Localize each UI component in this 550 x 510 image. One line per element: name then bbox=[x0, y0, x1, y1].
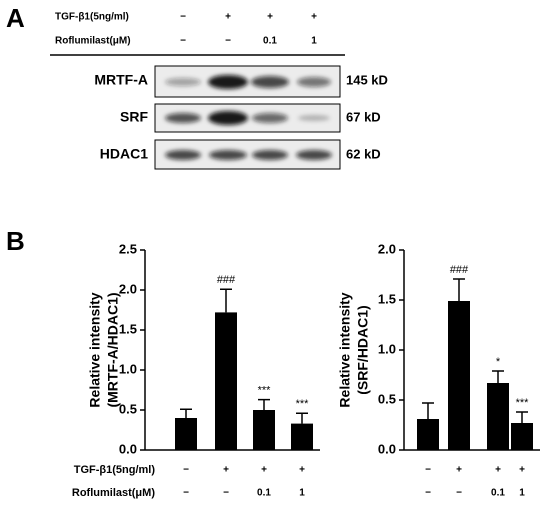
error-bar bbox=[492, 370, 504, 383]
band bbox=[208, 111, 248, 125]
x-row-value: + bbox=[519, 465, 525, 476]
x-row-value: 1 bbox=[519, 488, 525, 499]
bar bbox=[448, 301, 470, 450]
x-row-value: + bbox=[456, 465, 462, 476]
bar bbox=[417, 419, 439, 450]
x-row-value: + bbox=[299, 465, 305, 476]
bar bbox=[291, 423, 313, 450]
bar bbox=[215, 312, 237, 450]
y-tick-label: 1.5 bbox=[119, 321, 137, 336]
band bbox=[165, 150, 201, 160]
band bbox=[165, 113, 201, 123]
y-tick-label: 1.0 bbox=[378, 341, 396, 356]
bar bbox=[487, 383, 509, 450]
bar bbox=[253, 410, 275, 450]
y-axis-label: (MRTF-A/HDAC1) bbox=[105, 292, 121, 407]
error-bar bbox=[453, 278, 465, 301]
significance: *** bbox=[296, 398, 310, 410]
bar bbox=[511, 423, 533, 450]
treatment-value: 1 bbox=[311, 36, 317, 47]
x-row-value: + bbox=[223, 465, 229, 476]
y-tick-label: 0.0 bbox=[119, 441, 137, 456]
x-row-value: − bbox=[183, 465, 189, 476]
protein-size: 62 kD bbox=[346, 146, 381, 161]
y-tick-label: 2.0 bbox=[378, 241, 396, 256]
treatment-value: − bbox=[225, 36, 231, 47]
panel-label: A bbox=[6, 3, 25, 33]
band bbox=[251, 76, 289, 88]
error-bar bbox=[296, 412, 308, 424]
x-row-value: 0.1 bbox=[491, 488, 505, 499]
y-axis-label: Relative intensity bbox=[337, 292, 353, 407]
x-row-value: − bbox=[183, 488, 189, 499]
protein-size: 67 kD bbox=[346, 109, 381, 124]
treatment-value: − bbox=[180, 12, 186, 23]
x-row-value: − bbox=[425, 488, 431, 499]
significance: ### bbox=[217, 274, 236, 286]
blot bbox=[154, 65, 341, 170]
treatment-value: 0.1 bbox=[263, 36, 277, 47]
band bbox=[296, 150, 332, 160]
error-bar bbox=[422, 402, 434, 419]
x-row-value: 0.1 bbox=[257, 488, 271, 499]
y-tick-label: 2.0 bbox=[119, 281, 137, 296]
treatment-value: + bbox=[225, 12, 231, 23]
treatment-value: − bbox=[180, 36, 186, 47]
band bbox=[297, 77, 331, 87]
treatment-value: + bbox=[267, 12, 273, 23]
band bbox=[252, 113, 288, 123]
treatment-label: Roflumilast(μM) bbox=[55, 36, 131, 47]
y-tick-label: 1.0 bbox=[119, 361, 137, 376]
panel-label: B bbox=[6, 226, 25, 256]
y-tick-label: 2.5 bbox=[119, 241, 137, 256]
x-row-label: TGF-β1(5ng/ml) bbox=[74, 464, 156, 476]
error-bar bbox=[258, 398, 270, 410]
x-row-value: − bbox=[425, 465, 431, 476]
band bbox=[165, 78, 201, 86]
y-tick-label: 0.5 bbox=[378, 391, 396, 406]
protein-name: MRTF-A bbox=[94, 72, 148, 88]
error-bar bbox=[516, 411, 528, 423]
y-axis-label: Relative intensity bbox=[87, 292, 103, 407]
y-tick-label: 1.5 bbox=[378, 291, 396, 306]
protein-size: 145 kD bbox=[346, 72, 388, 87]
band bbox=[298, 115, 330, 121]
x-row-value: + bbox=[261, 465, 267, 476]
y-axis-label: (SRF/HDAC1) bbox=[355, 305, 371, 394]
band bbox=[209, 150, 247, 160]
band bbox=[208, 75, 248, 89]
treatment-value: + bbox=[311, 12, 317, 23]
x-row-value: − bbox=[456, 488, 462, 499]
y-tick-label: 0.0 bbox=[378, 441, 396, 456]
significance: *** bbox=[516, 397, 530, 409]
error-bar bbox=[180, 408, 192, 418]
protein-name: SRF bbox=[120, 109, 148, 125]
x-row-value: 1 bbox=[299, 488, 305, 499]
x-row-value: − bbox=[223, 488, 229, 499]
protein-name: HDAC1 bbox=[100, 146, 148, 162]
y-tick-label: 0.5 bbox=[119, 401, 137, 416]
error-bar bbox=[220, 288, 232, 313]
significance: ### bbox=[450, 264, 469, 276]
band bbox=[252, 150, 288, 160]
bar bbox=[175, 418, 197, 450]
x-row-value: + bbox=[495, 465, 501, 476]
treatment-label: TGF-β1(5ng/ml) bbox=[55, 12, 129, 23]
significance: *** bbox=[258, 385, 272, 397]
x-row-label: Roflumilast(μM) bbox=[72, 487, 155, 499]
significance: * bbox=[496, 356, 501, 368]
